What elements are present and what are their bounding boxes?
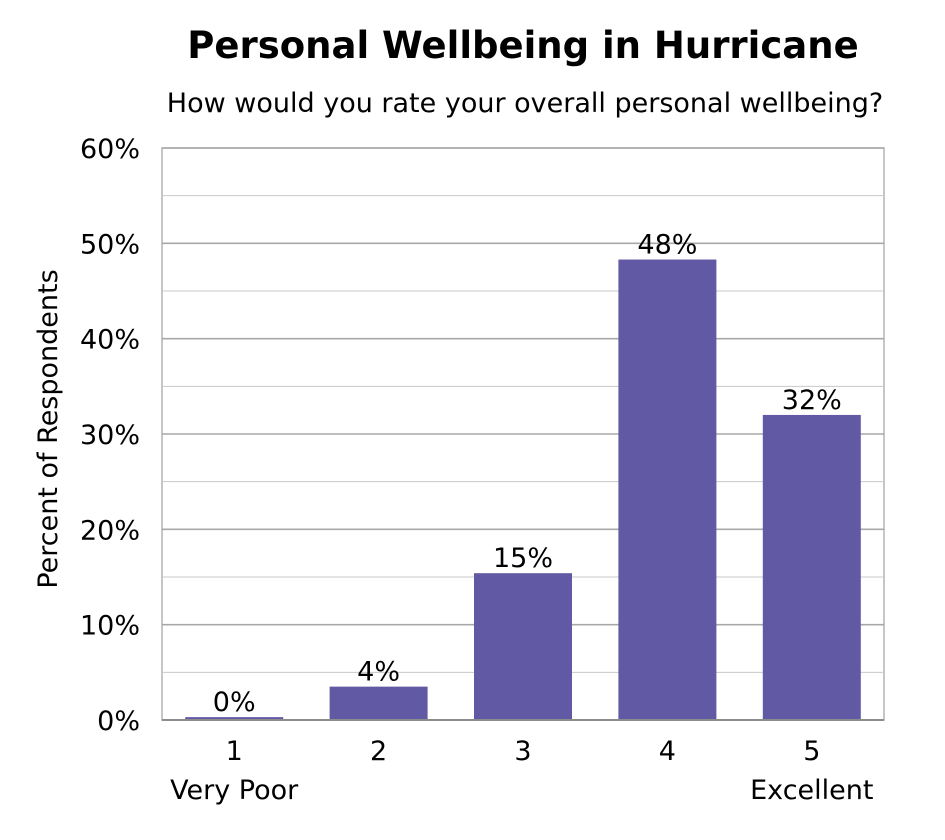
chart-subtitle: How would you rate your overall personal… xyxy=(166,88,884,119)
y-tick-label: 50% xyxy=(80,229,140,260)
bar xyxy=(474,573,572,720)
x-tick-sublabel: Excellent xyxy=(750,775,873,806)
bar xyxy=(185,717,284,720)
y-tick-label: 20% xyxy=(80,515,140,546)
x-tick-label: 5 xyxy=(803,736,820,767)
x-tick-label: 3 xyxy=(514,736,531,767)
bar xyxy=(762,414,861,720)
bar xyxy=(329,686,428,720)
y-tick-label: 30% xyxy=(80,420,140,451)
x-tick-sublabel: Very Poor xyxy=(170,775,299,806)
chart-title: Personal Wellbeing in Hurricane xyxy=(187,24,859,67)
data-label: 32% xyxy=(782,385,842,416)
y-tick-label: 10% xyxy=(80,611,140,642)
y-tick-label: 60% xyxy=(80,134,140,165)
data-label: 15% xyxy=(493,543,553,574)
x-tick-label: 1 xyxy=(226,736,243,767)
x-tick-label: 4 xyxy=(659,736,676,767)
x-tick-label: 2 xyxy=(370,736,387,767)
y-tick-label: 0% xyxy=(97,706,140,737)
data-label: 4% xyxy=(357,657,400,688)
y-axis-label: Percent of Respondents xyxy=(33,269,64,588)
data-label: 0% xyxy=(213,687,256,718)
y-tick-label: 40% xyxy=(80,325,140,356)
data-label: 48% xyxy=(637,230,697,261)
bar xyxy=(618,259,717,720)
